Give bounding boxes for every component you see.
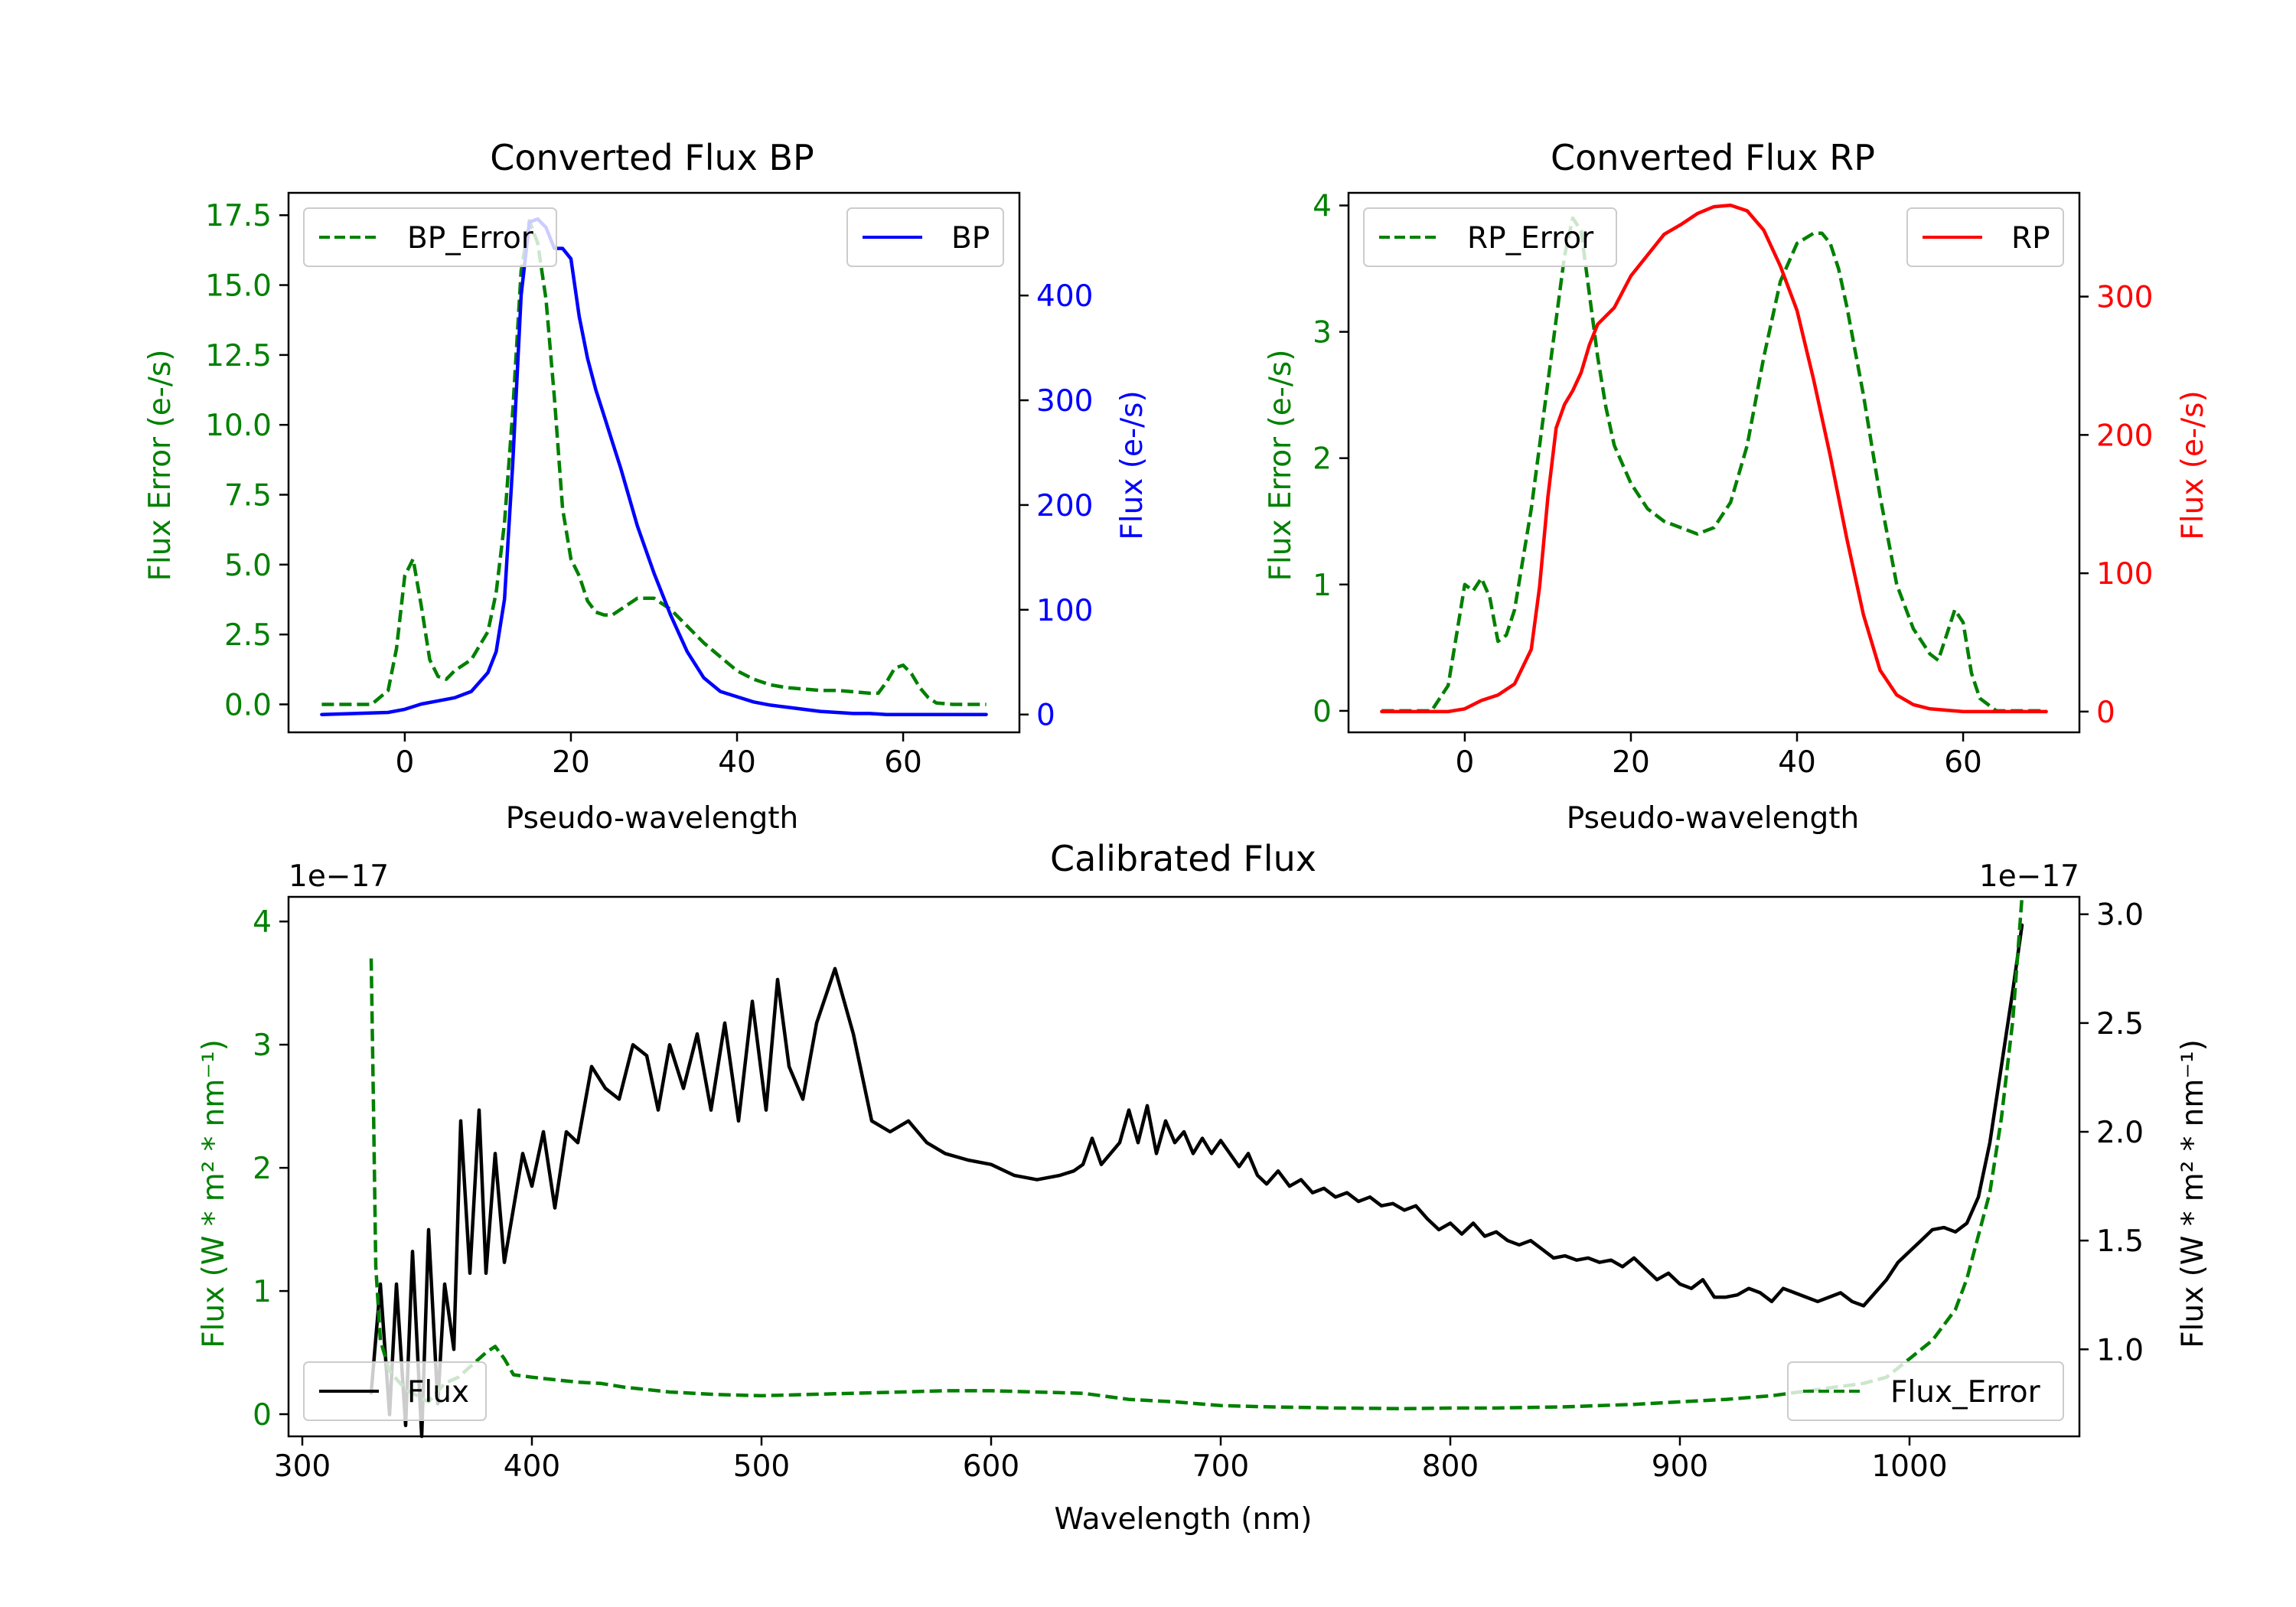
- bp-ylabel-left: Flux Error (e-/s): [143, 350, 178, 582]
- calibrated-ytick-right-label: 1.5: [2096, 1224, 2144, 1259]
- rp-ytick-left-label: 1: [1313, 569, 1332, 603]
- calibrated-ytick-left-label: 1: [253, 1275, 272, 1309]
- rp-xtick-label: 0: [1456, 745, 1475, 780]
- bp-ytick-left-label: 17.5: [205, 199, 272, 233]
- calibrated-ytick-right-label: 2.0: [2096, 1116, 2144, 1150]
- calibrated-xtick-label: 600: [963, 1449, 1019, 1484]
- bp-ytick-right-label: 100: [1036, 594, 1093, 628]
- calibrated-legend-left: Flux: [303, 1361, 487, 1421]
- calibrated-legend-right-label: Flux_Error: [1890, 1375, 2041, 1410]
- rp-series-rp-error-line: [1381, 216, 2047, 713]
- rp-legend-left-box: [1363, 207, 1617, 267]
- calibrated-xtick-label: 300: [274, 1449, 331, 1484]
- rp-legend-right-box: [1906, 207, 2064, 267]
- calibrated-xtick-label: 800: [1422, 1449, 1479, 1484]
- calibrated-series-flux-line: [369, 923, 2024, 1439]
- rp-ytick-right-label: 0: [2096, 696, 2115, 730]
- calibrated-ytick-right-label: 1.0: [2096, 1333, 2144, 1367]
- calibrated-ytick-right-label: 2.5: [2096, 1007, 2144, 1041]
- calibrated-ylabel-right: Flux (W * m² * nm⁻¹): [2176, 1039, 2210, 1348]
- bp-ytick-right-label: 400: [1036, 279, 1093, 314]
- bp-ytick-left-label: 5.0: [224, 549, 272, 583]
- calibrated-xtick-label: 400: [504, 1449, 560, 1484]
- bp-xtick-label: 40: [718, 745, 756, 780]
- rp-legend-right: RP: [1906, 207, 2064, 267]
- rp-panel: Converted Flux RP Pseudo-wavelength Flux…: [1264, 137, 2210, 836]
- bp-legend-right: BP: [846, 207, 1004, 267]
- calibrated-ytick-left-label: 4: [253, 905, 272, 940]
- rp-series-rp-line: [1380, 204, 2048, 714]
- bp-ylabel-right: Flux (e-/s): [1115, 390, 1150, 539]
- rp-xtick-label: 20: [1612, 745, 1650, 780]
- rp-plot-area: [1380, 204, 2048, 714]
- bp-legend-left-label: BP_Error: [407, 221, 534, 256]
- calibrated-legend-left-label: Flux: [407, 1375, 469, 1410]
- calibrated-xtick-label: 1000: [1871, 1449, 1947, 1484]
- bp-ytick-left-label: 10.0: [205, 409, 272, 443]
- rp-legend-left-label: RP_Error: [1467, 221, 1594, 256]
- calibrated-xtick-label: 500: [733, 1449, 790, 1484]
- rp-ylabel-right: Flux (e-/s): [2176, 390, 2210, 539]
- bp-xtick-label: 60: [884, 745, 922, 780]
- bp-ytick-right-label: 200: [1036, 489, 1093, 523]
- bp-xlabel: Pseudo-wavelength: [506, 801, 798, 836]
- bp-plot-area: [320, 217, 988, 716]
- calibrated-offset-left: 1e−17: [289, 859, 389, 894]
- calibrated-ticks: 300 400 500 600 700 800 900 1000 0 1 2 3 4 1.0 1.5 2.0 2…: [253, 898, 2144, 1484]
- calibrated-ytick-left-label: 2: [253, 1152, 272, 1186]
- bp-xtick-label: 0: [396, 745, 415, 780]
- bp-legend-right-box: [846, 207, 1004, 267]
- bp-ytick-right-label: 300: [1036, 384, 1093, 419]
- bp-ytick-left-label: 7.5: [224, 479, 272, 513]
- rp-ytick-left-label: 4: [1313, 190, 1332, 224]
- calibrated-legend-right-box: [1787, 1361, 2064, 1421]
- bp-series-bp-line: [320, 217, 988, 716]
- bp-ytick-left-label: 0.0: [224, 688, 272, 722]
- calibrated-series-flux-error-line: [369, 896, 2024, 1411]
- rp-title: Converted Flux RP: [1551, 137, 1875, 178]
- bp-ytick-left-label: 12.5: [205, 339, 272, 373]
- calibrated-title: Calibrated Flux: [1050, 838, 1316, 879]
- rp-ytick-left-label: 3: [1313, 316, 1332, 350]
- rp-xlabel: Pseudo-wavelength: [1567, 801, 1859, 836]
- rp-legend-left: RP_Error: [1363, 207, 1617, 267]
- bp-legend-right-label: BP: [951, 221, 990, 256]
- bp-ticks: 0 20 40 60 0.0 2.5 5.0 7.5 10.0 12.5 15.0 17.5 0 100 2…: [205, 199, 1093, 780]
- rp-xtick-label: 60: [1944, 745, 1982, 780]
- rp-ytick-left-label: 0: [1313, 695, 1332, 729]
- rp-ytick-left-label: 2: [1313, 442, 1332, 477]
- calibrated-ytick-left-label: 3: [253, 1028, 272, 1063]
- calibrated-legend-right: Flux_Error: [1787, 1361, 2064, 1421]
- calibrated-plot-area: [369, 896, 2024, 1439]
- calibrated-xtick-label: 700: [1192, 1449, 1249, 1484]
- rp-ytick-right-label: 100: [2096, 557, 2153, 592]
- calibrated-ytick-right-label: 3.0: [2096, 898, 2144, 933]
- bp-ytick-left-label: 2.5: [224, 618, 272, 653]
- bp-legend-left-box: [303, 207, 557, 267]
- calibrated-ytick-left-label: 0: [253, 1398, 272, 1433]
- bp-panel: Converted Flux BP Pseudo-wavelength Flux…: [143, 137, 1150, 836]
- calibrated-ylabel-left: Flux (W * m² * nm⁻¹): [197, 1039, 231, 1348]
- bp-legend-left: BP_Error: [303, 207, 557, 267]
- calibrated-xtick-label: 900: [1652, 1449, 1708, 1484]
- rp-axes-frame: [1347, 191, 2081, 734]
- bp-title: Converted Flux BP: [490, 137, 814, 178]
- calibrated-axes-frame: [287, 895, 2081, 1438]
- calibrated-legend-left-box: [303, 1361, 487, 1421]
- bp-ytick-left-label: 15.0: [205, 269, 272, 304]
- calibrated-xlabel: Wavelength (nm): [1055, 1502, 1313, 1537]
- rp-ytick-right-label: 300: [2096, 281, 2153, 315]
- rp-ylabel-left: Flux Error (e-/s): [1264, 350, 1298, 582]
- rp-ytick-right-label: 200: [2096, 419, 2153, 453]
- bp-xtick-label: 20: [552, 745, 590, 780]
- calibrated-offset-right: 1e−17: [1979, 859, 2079, 894]
- rp-legend-right-label: RP: [2011, 221, 2050, 256]
- bp-ytick-right-label: 0: [1036, 699, 1055, 733]
- calibrated-panel: Calibrated Flux 1e−17 1e−17 Wavelength (…: [197, 838, 2210, 1537]
- rp-xtick-label: 40: [1778, 745, 1816, 780]
- bp-series-bp-error-line: [321, 219, 987, 706]
- bp-axes-frame: [287, 191, 1021, 734]
